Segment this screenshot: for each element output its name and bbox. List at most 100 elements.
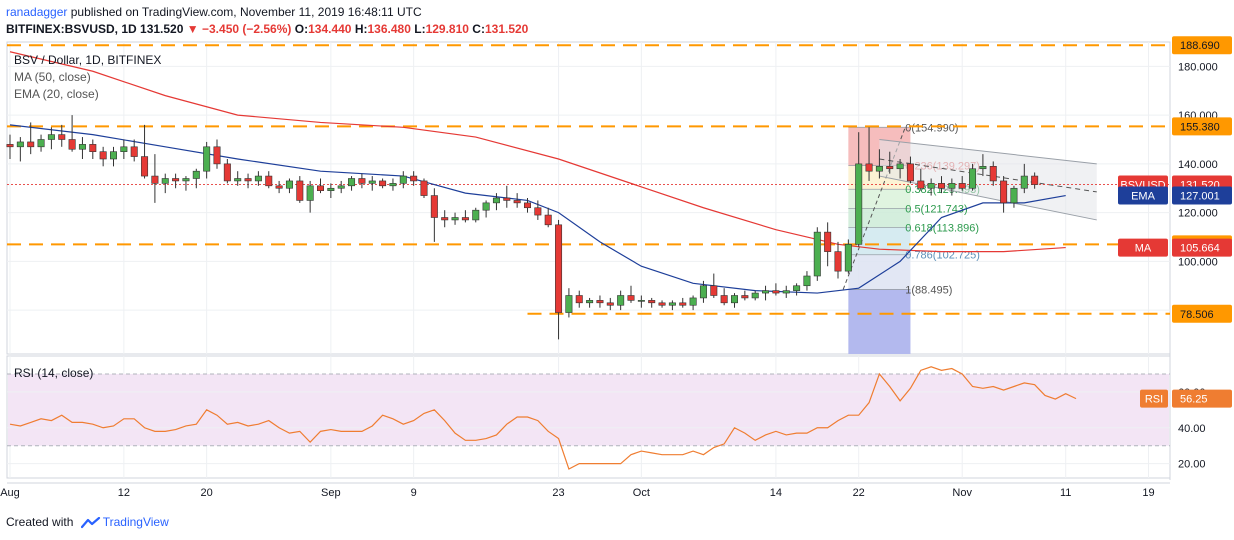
open-value: 134.440 xyxy=(308,22,352,36)
candle xyxy=(151,154,159,203)
price-tag-value-box xyxy=(1172,186,1232,205)
candle-body xyxy=(6,144,14,148)
open-label: O: xyxy=(294,22,309,36)
candle xyxy=(265,171,273,189)
candle-body xyxy=(989,166,997,182)
candle-body xyxy=(430,195,438,218)
candle xyxy=(327,183,335,198)
candle-body xyxy=(658,302,666,306)
candle xyxy=(782,285,790,298)
candle xyxy=(27,122,35,155)
candle xyxy=(244,173,252,189)
candle xyxy=(182,176,190,191)
candle xyxy=(617,290,625,311)
candle xyxy=(6,134,14,159)
candle xyxy=(472,207,480,223)
candle-body xyxy=(306,185,314,201)
chart-title: BSV / Dollar, 1D, BITFINEX xyxy=(14,53,161,67)
candle xyxy=(47,127,55,150)
candle xyxy=(172,173,180,189)
candle xyxy=(337,180,345,194)
candle xyxy=(161,173,169,194)
candle-body xyxy=(337,185,345,189)
candle xyxy=(637,295,645,308)
fib-level-label: 0.618(113.896) xyxy=(905,223,979,235)
y-tick-label: 100.000 xyxy=(1178,256,1218,268)
candle xyxy=(1031,172,1039,189)
candle-body xyxy=(917,180,925,189)
ma-legend: MA (50, close) xyxy=(14,70,91,84)
candle xyxy=(937,176,945,194)
price-tag-name-box xyxy=(1118,238,1168,257)
candle xyxy=(793,283,801,296)
candle-body xyxy=(296,180,304,201)
candle xyxy=(58,124,66,147)
candle xyxy=(1020,163,1028,194)
candle-body xyxy=(741,295,749,299)
fib-zone xyxy=(848,189,911,209)
candle xyxy=(679,297,687,308)
rsi-value-box xyxy=(1172,389,1232,408)
candle-body xyxy=(555,224,563,313)
candle-body xyxy=(772,290,780,294)
candle-body xyxy=(151,175,159,184)
candle xyxy=(586,297,594,308)
candle xyxy=(1010,185,1018,208)
candle-body xyxy=(1010,187,1018,204)
candle xyxy=(710,273,718,298)
candle xyxy=(813,227,821,281)
candle-body xyxy=(275,185,283,189)
candle-body xyxy=(420,180,428,196)
change-arrow-icon: ▼ xyxy=(186,22,199,36)
channel-lower-line xyxy=(879,175,1097,221)
candle-body xyxy=(1020,175,1028,189)
author-link[interactable]: ranadagger xyxy=(6,5,68,19)
candle xyxy=(482,200,490,218)
candle-body xyxy=(379,180,387,187)
level-price-label: 155.380 xyxy=(1180,121,1220,133)
high-label: H: xyxy=(354,22,368,36)
candle xyxy=(824,222,832,267)
candle xyxy=(855,132,863,247)
created-with-text: Created with xyxy=(6,515,74,529)
candle xyxy=(89,139,97,159)
tradingview-link[interactable]: TradingView xyxy=(102,515,169,529)
x-tick-label: Aug xyxy=(0,487,20,499)
candle xyxy=(254,171,262,186)
candle xyxy=(110,146,118,167)
x-tick-label: Sep xyxy=(321,487,341,499)
candle-body xyxy=(503,197,511,201)
candle-body xyxy=(492,197,500,204)
candle-body xyxy=(710,285,718,296)
x-tick-label: 22 xyxy=(853,487,865,499)
candle-body xyxy=(648,300,656,304)
candle-body xyxy=(875,166,883,172)
candle-body xyxy=(948,183,956,189)
candle xyxy=(565,288,573,318)
candle xyxy=(99,146,107,167)
candle xyxy=(989,161,997,186)
price-tag-value-box xyxy=(1172,238,1232,257)
candle-body xyxy=(161,178,169,184)
candle xyxy=(399,171,407,189)
candle xyxy=(130,139,138,162)
candle xyxy=(192,168,200,189)
candle-body xyxy=(89,144,97,152)
candle xyxy=(772,283,780,296)
candle xyxy=(544,207,552,228)
candle-body xyxy=(47,134,55,140)
candle xyxy=(410,171,418,186)
candle-body xyxy=(937,183,945,189)
candle-body xyxy=(865,163,873,172)
candle xyxy=(430,188,438,242)
candle xyxy=(865,127,873,181)
candle-body xyxy=(172,178,180,182)
candle xyxy=(368,176,376,191)
candle xyxy=(741,290,749,301)
fib-extension-zone xyxy=(848,289,911,354)
candle-body xyxy=(617,295,625,306)
candle xyxy=(958,176,966,191)
rsi-y-tick-label: 40.00 xyxy=(1178,423,1206,435)
high-value: 136.480 xyxy=(367,22,411,36)
